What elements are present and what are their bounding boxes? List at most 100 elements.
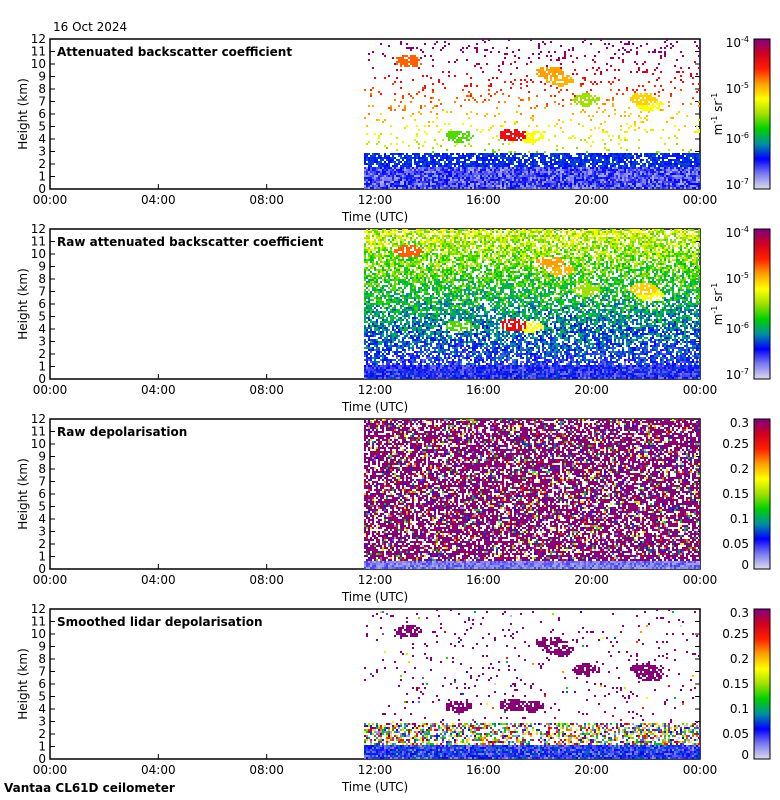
- y-tick-label: 12: [31, 222, 46, 236]
- x-tick-label: 16:00: [466, 573, 501, 587]
- y-tick-label: 6: [38, 677, 46, 691]
- x-tick-label: 00:00: [683, 573, 718, 587]
- y-tick-label: 11: [31, 425, 46, 439]
- y-tick-label: 3: [38, 335, 46, 349]
- x-tick-label: 20:00: [574, 763, 609, 777]
- y-tick-label: 5: [38, 500, 46, 514]
- x-tick-label: 00:00: [683, 763, 718, 777]
- colorbar-tick-label: 10-4: [726, 225, 749, 240]
- colorbar-tick-label: 0.3: [730, 416, 749, 430]
- y-tick-label: 2: [38, 727, 46, 741]
- heatmap-3: [364, 419, 701, 569]
- panel-title: Attenuated backscatter coefficient: [57, 45, 292, 59]
- x-tick-label: 08:00: [249, 383, 284, 397]
- x-tick-label: 12:00: [358, 573, 393, 587]
- colorbar-tick-label: 10-7: [726, 367, 749, 382]
- x-tick-label: 04:00: [141, 383, 176, 397]
- y-axis-label: Height (km): [16, 458, 30, 529]
- colorbar-tick-label: 0.15: [722, 677, 749, 691]
- colorbar: [753, 418, 771, 570]
- y-tick-label: 4: [38, 322, 46, 336]
- colorbar-tick-label: 0.25: [722, 627, 749, 641]
- x-tick-label: 12:00: [358, 763, 393, 777]
- colorbar-tick-label: 0.3: [730, 606, 749, 620]
- panel-title: Smoothed lidar depolarisation: [57, 615, 263, 629]
- y-tick-label: 7: [38, 665, 46, 679]
- y-tick-label: 12: [31, 32, 46, 46]
- y-tick-label: 1: [38, 550, 46, 564]
- date-label: 16 Oct 2024: [53, 20, 128, 34]
- colorbar: [753, 38, 771, 190]
- y-tick-label: 4: [38, 132, 46, 146]
- y-tick-label: 0: [38, 182, 46, 196]
- colorbar-tick-label: 10-4: [726, 35, 749, 50]
- y-tick-label: 9: [38, 70, 46, 84]
- y-tick-label: 5: [38, 120, 46, 134]
- colorbar-tick-label: 0.05: [722, 537, 749, 551]
- y-axis-label: Height (km): [16, 648, 30, 719]
- y-tick-label: 5: [38, 310, 46, 324]
- y-tick-label: 0: [38, 752, 46, 766]
- x-tick-label: 00:00: [683, 383, 718, 397]
- x-axis-label: Time (UTC): [341, 780, 408, 794]
- y-tick-label: 10: [31, 247, 46, 261]
- colorbar-tick-label: 0.2: [730, 462, 749, 476]
- y-tick-label: 1: [38, 360, 46, 374]
- y-axis-label: Height (km): [16, 268, 30, 339]
- colorbar-tick-label: 0.05: [722, 727, 749, 741]
- x-tick-label: 08:00: [249, 763, 284, 777]
- colorbar-tick-label: 10-5: [726, 81, 749, 96]
- y-tick-label: 7: [38, 285, 46, 299]
- x-axis-label: Time (UTC): [341, 590, 408, 604]
- heatmap-1: [364, 39, 701, 189]
- colorbar-label: m-1 sr-1: [710, 283, 725, 326]
- y-tick-label: 2: [38, 157, 46, 171]
- x-tick-label: 00:00: [33, 763, 68, 777]
- x-tick-label: 20:00: [574, 573, 609, 587]
- y-tick-label: 11: [31, 235, 46, 249]
- x-tick-label: 12:00: [358, 383, 393, 397]
- x-tick-label: 00:00: [33, 193, 68, 207]
- x-tick-label: 04:00: [141, 763, 176, 777]
- y-tick-label: 6: [38, 107, 46, 121]
- y-tick-label: 1: [38, 170, 46, 184]
- y-tick-label: 6: [38, 487, 46, 501]
- x-axis-label: Time (UTC): [341, 400, 408, 414]
- colorbar-label: m-1 sr-1: [710, 93, 725, 136]
- y-tick-label: 3: [38, 145, 46, 159]
- y-tick-label: 8: [38, 652, 46, 666]
- y-tick-label: 7: [38, 475, 46, 489]
- x-tick-label: 16:00: [466, 383, 501, 397]
- y-tick-label: 9: [38, 450, 46, 464]
- instrument-label: Vantaa CL61D ceilometer: [4, 781, 175, 795]
- y-tick-label: 10: [31, 437, 46, 451]
- colorbar-tick-label: 0.1: [730, 702, 749, 716]
- colorbar-tick-label: 0.15: [722, 487, 749, 501]
- y-tick-label: 3: [38, 715, 46, 729]
- y-tick-label: 8: [38, 272, 46, 286]
- y-tick-label: 4: [38, 702, 46, 716]
- colorbar-tick-label: 10-6: [726, 321, 749, 336]
- x-axis-label: Time (UTC): [341, 210, 408, 224]
- y-tick-label: 12: [31, 602, 46, 616]
- x-tick-label: 04:00: [141, 193, 176, 207]
- x-tick-label: 00:00: [683, 193, 718, 207]
- y-tick-label: 11: [31, 45, 46, 59]
- y-tick-label: 7: [38, 95, 46, 109]
- x-tick-label: 16:00: [466, 193, 501, 207]
- colorbar-tick-label: 0.2: [730, 652, 749, 666]
- x-tick-label: 20:00: [574, 383, 609, 397]
- colorbar-tick-label: 10-6: [726, 131, 749, 146]
- y-tick-label: 8: [38, 82, 46, 96]
- colorbar: [753, 608, 771, 760]
- colorbar-tick-label: 0.25: [722, 437, 749, 451]
- heatmap-2: [364, 229, 701, 379]
- x-tick-label: 08:00: [249, 193, 284, 207]
- x-tick-label: 08:00: [249, 573, 284, 587]
- colorbar-tick-label: 10-7: [726, 177, 749, 192]
- y-tick-label: 10: [31, 627, 46, 641]
- y-tick-label: 0: [38, 562, 46, 576]
